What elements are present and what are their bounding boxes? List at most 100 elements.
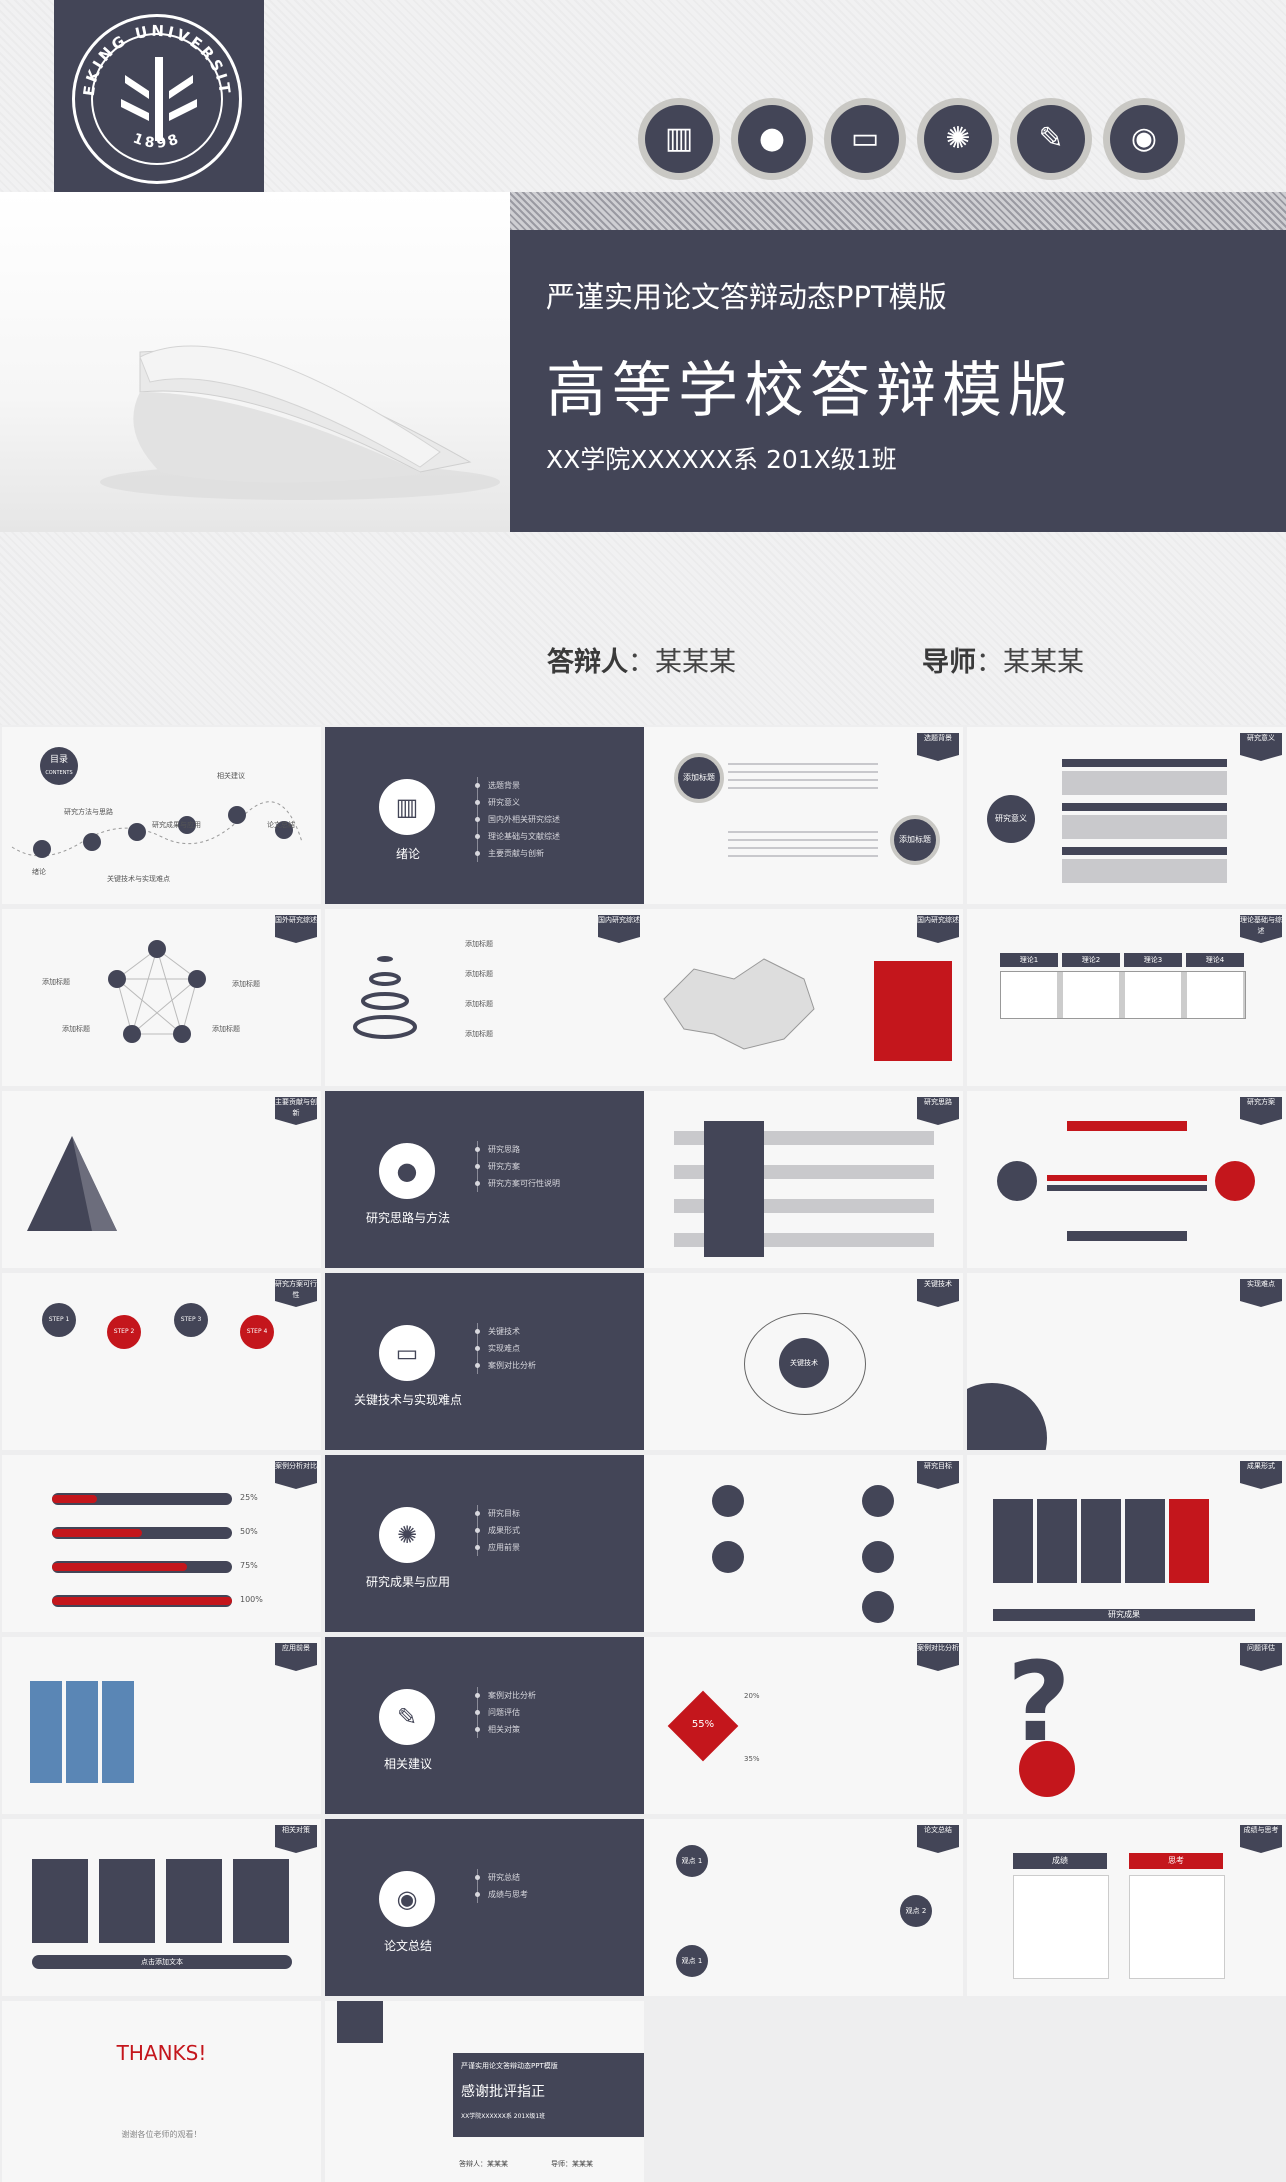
slide-thumb-28[interactable]: 成绩与思考 成绩 思考 [967,1819,1286,1996]
banner-card [233,1859,289,1943]
toc-item-1: 绪论 [32,868,46,876]
section-list: 研究目标 成果形式 应用前景 [475,1505,638,1556]
section-list: 案例对比分析 问题评估 相关对策 [475,1687,638,1738]
star-diagram [108,940,206,1043]
toc-path [11,801,303,858]
mini-title-panel: 严谨实用论文答辩动态PPT模版 感谢批评指正 XX学院XXXXXX系 201X级… [453,2053,644,2137]
grade-header: 成绩 [1013,1853,1107,1869]
slide-tag: 研究目标 [917,1461,959,1489]
header-bar [1062,847,1227,855]
diamond-label: 20% [744,1692,760,1700]
slide-thumb-4[interactable]: 研究意义 研究意义 [967,727,1286,904]
slide-thumb-3[interactable]: 选题背景 添加标题 添加标题 [644,727,963,904]
toc-item-5: 相关建议 [217,772,245,780]
slide-tag: 研究方案可行性 [275,1279,317,1307]
slide-thumb-section-2[interactable]: ● 研究思路与方法 研究思路 研究方案 研究方案可行性说明 [325,1091,644,1268]
advisor-line: 导师：某某某 [922,640,1084,679]
slide-tag: 实现难点 [1240,1279,1282,1307]
section-title: 绪论 [395,847,420,861]
slide-thumb-section-4[interactable]: ✺ 研究成果与应用 研究目标 成果形式 应用前景 [325,1455,644,1632]
slide-thumb-13[interactable]: 研究方案可行性 STEP 1 STEP 2 STEP 3 STEP 4 [2,1273,321,1450]
section-list: 选题背景 研究意义 国内外相关研究综述 理论基础与文献综述 主要贡献与创新 [475,777,638,862]
defender-line: 答辩人：某某某 [547,640,736,679]
right-node [1215,1161,1255,1201]
flow-node [712,1541,744,1573]
plan-header: 理论3 [1124,953,1182,967]
toc-item-2: 研究方法与思路 [64,808,113,816]
question-mark-icon: ? [1007,1638,1071,1766]
slide-tag: 关键技术 [917,1279,959,1307]
slide-thumb-toc[interactable]: 目录 CONTENTS 绪论 研究方法与思路 关键技术与实现难点 研究成果与应用 … [2,727,321,904]
slide-thumb-thanks[interactable]: THANKS! 谢谢各位老师的观看！ [2,2001,321,2182]
section-list-item: 国内外相关研究综述 [475,811,638,828]
banner-card [99,1859,155,1943]
progress-label: 25% [240,1493,258,1502]
add-title-label: 添加标题 [212,1025,240,1033]
slide-tag: 研究意义 [1240,733,1282,761]
step-node: STEP 4 [240,1315,274,1349]
slide-thumb-21[interactable]: 应用前景 [2,1637,321,1814]
section-title: 论文总结 [383,1939,432,1953]
point-node: 观点 1 [676,1845,708,1877]
slide-thumb-section-1[interactable]: ▥ 绪论 选题背景 研究意义 国内外相关研究综述 理论基础与文献综述 主要贡献与… [325,727,644,904]
slide-thumb-16[interactable]: 实现难点 [967,1273,1286,1450]
slide-tag: 国内研究综述 [598,915,640,943]
slide-thumb-closing[interactable]: 严谨实用论文答辩动态PPT模版 感谢批评指正 XX学院XXXXXX系 201X级… [325,2001,644,2182]
slide-thumb-15[interactable]: 关键技术 关键技术 [644,1273,963,1450]
section-list-item: 选题背景 [475,777,638,794]
text-block [728,757,878,795]
open-book-icon: ▭ [824,98,906,180]
section-title: 关键技术与实现难点 [353,1393,462,1407]
text-block [728,825,878,863]
toc-item-3: 关键技术与实现难点 [107,875,170,883]
slide-thumb-17[interactable]: 案例分析对比 25% 50% 75% 100% [2,1455,321,1632]
slide-thumb-20[interactable]: 成果形式 研究成果 [967,1455,1286,1632]
point-node: 观点 1 [676,1945,708,1977]
slide-thumb-24[interactable]: 问题评估 ? [967,1637,1286,1814]
section-list: 研究总结 成绩与思考 [475,1869,638,1903]
section-list-item: 相关对策 [475,1721,638,1738]
slide-tag: 国外研究综述 [275,915,317,943]
logo-outer-ring [72,14,242,184]
slide-thumb-section-3[interactable]: ▭ 关键技术与实现难点 关键技术 实现难点 案例对比分析 [325,1273,644,1450]
flow-node [712,1485,744,1517]
hatched-stripe [510,192,1286,230]
advisor-label: 导师 [922,647,976,678]
slide-thumb-12[interactable]: 研究方案 [967,1091,1286,1268]
add-title-label: 添加标题 [42,978,70,986]
mid-arrow [1047,1185,1207,1191]
slide-thumb-section-6[interactable]: ◉ 论文总结 研究总结 成绩与思考 [325,1819,644,1996]
section-title: 相关建议 [383,1757,432,1771]
book-photo [0,192,510,532]
slide-thumb-9[interactable]: 主要贡献与创新 [2,1091,321,1268]
progress-label: 100% [240,1595,263,1604]
toc-item-6: 论文总结 [267,821,295,829]
slide-thumb-section-5[interactable]: ✎ 相关建议 案例对比分析 问题评估 相关对策 [325,1637,644,1814]
slide-thumb-8[interactable]: 理论基础与综述 理论1 理论2 理论3 理论4 [967,909,1286,1086]
progress-fill [52,1495,97,1503]
slide-thumb-23[interactable]: 案例对比分析 55% 20% 35% [644,1637,963,1814]
slide-thumb-6[interactable]: 国内研究综述 添加标题 添加标题 添加标题 添加标题 [325,909,644,1086]
section-title: 研究思路与方法 [365,1211,450,1225]
china-map [663,958,815,1050]
slide-thumb-11[interactable]: 研究思路 [644,1091,963,1268]
edit-icon: ✎ [1010,98,1092,180]
slide-thumb-5[interactable]: 国外研究综述 添加标题 添加标题 添加标题 添加标题 [2,909,321,1086]
section-title: 研究成果与应用 [365,1575,450,1589]
slide-thumb-25[interactable]: 相关对策 点击添加文本 [2,1819,321,1996]
result-card [993,1499,1033,1583]
progress-row: 75% [52,1561,272,1573]
progress-bars: 25% 50% 75% 100% [52,1493,272,1629]
slide-thumb-27[interactable]: 论文总结 观点 1 观点 2 观点 1 [644,1819,963,1996]
top-bar [1067,1121,1187,1131]
plan-header: 理论4 [1186,953,1244,967]
slide-thumb-19[interactable]: 研究目标 [644,1455,963,1632]
flow-node [862,1541,894,1573]
progress-label: 75% [240,1561,258,1570]
text-block [1062,815,1227,839]
section-list-item: 关键技术 [475,1323,638,1340]
add-title-label: 添加标题 [232,980,260,988]
step-node: STEP 2 [107,1315,141,1349]
books-icon: ▥ [638,98,720,180]
slide-thumb-7[interactable]: 国内研究综述 [644,909,963,1086]
